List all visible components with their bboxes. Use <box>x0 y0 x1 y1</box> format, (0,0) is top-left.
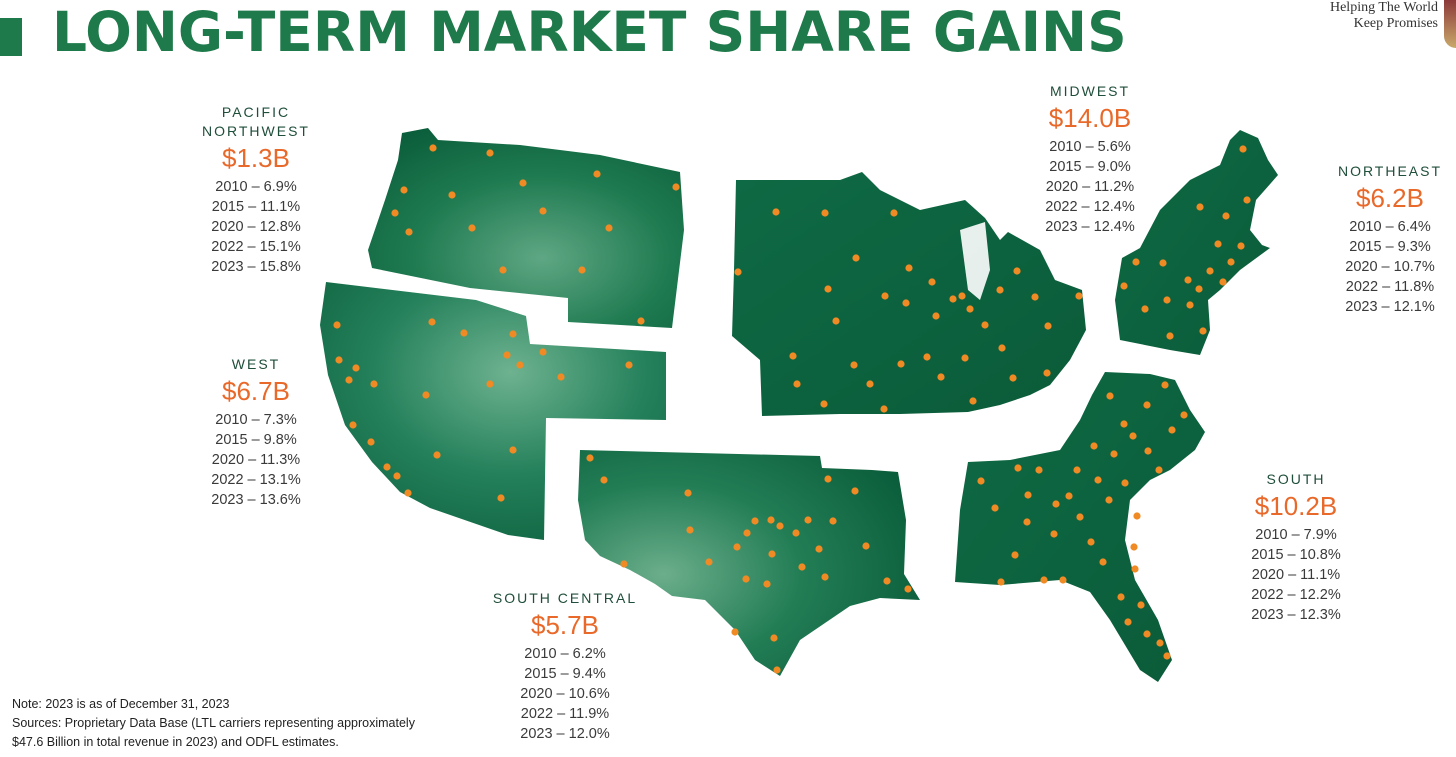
city-dots <box>333 144 1251 674</box>
region-share-row: 2020 – 11.3% <box>211 452 301 468</box>
page-title: LONG-TERM MARKET SHARE GAINS <box>52 0 1127 64</box>
company-logo <box>1444 0 1456 48</box>
region-northeast: NORTHEAST $6.2B 2010 – 6.4% 2015 – 9.3% … <box>1328 162 1452 317</box>
region-name-line: SOUTH CENTRAL <box>492 590 638 606</box>
region-share-row: 2020 – 12.8% <box>211 219 301 235</box>
south-central-shape <box>578 450 920 676</box>
west-shape <box>320 282 666 540</box>
company-tagline: Helping The World Keep Promises <box>1290 0 1438 32</box>
region-name-line: SOUTH <box>1266 471 1326 487</box>
midwest-shape <box>732 172 1086 416</box>
region-share-row: 2022 – 15.1% <box>211 239 301 255</box>
region-share-row: 2020 – 11.1% <box>1251 567 1341 583</box>
footnote-line-1: Note: 2023 is as of December 31, 2023 <box>12 697 230 711</box>
region-share-row: 2022 – 11.8% <box>1345 279 1435 295</box>
region-share-row: 2022 – 12.4% <box>1045 199 1135 215</box>
region-share-row: 2023 – 15.8% <box>211 259 301 275</box>
region-name-line: NORTHWEST <box>202 123 310 139</box>
region-share-row: 2020 – 10.7% <box>1345 259 1435 275</box>
region-pacific-northwest: PACIFIC NORTHWEST $1.3B 2010 – 6.9% 2015… <box>186 103 326 277</box>
footnote: Note: 2023 is as of December 31, 2023 So… <box>12 695 415 752</box>
region-share-row: 2015 – 10.8% <box>1251 547 1341 563</box>
region-name-line: PACIFIC <box>221 104 291 120</box>
region-share-row: 2015 – 11.1% <box>211 199 301 215</box>
tagline-line-2: Keep Promises <box>1353 16 1438 31</box>
region-revenue-value: $14.0B <box>1048 103 1132 133</box>
region-share-row: 2023 – 13.6% <box>211 492 301 508</box>
region-share-row: 2022 – 12.2% <box>1251 587 1341 603</box>
region-share-row: 2022 – 13.1% <box>211 472 301 488</box>
region-south: SOUTH $10.2B 2010 – 7.9% 2015 – 10.8% 20… <box>1226 470 1366 625</box>
region-share-row: 2010 – 7.9% <box>1255 527 1337 543</box>
region-share-row: 2010 – 6.9% <box>215 179 297 195</box>
region-share-row: 2023 – 12.4% <box>1045 219 1135 235</box>
region-name-line: NORTHEAST <box>1337 163 1443 179</box>
region-share-row: 2010 – 6.2% <box>524 646 606 662</box>
region-south-central: SOUTH CENTRAL $5.7B 2010 – 6.2% 2015 – 9… <box>490 589 640 744</box>
region-share-row: 2023 – 12.0% <box>520 726 610 742</box>
region-share-row: 2020 – 10.6% <box>520 686 610 702</box>
northeast-shape <box>1115 130 1278 355</box>
region-share-row: 2020 – 11.2% <box>1045 179 1135 195</box>
region-share-row: 2010 – 6.4% <box>1349 219 1431 235</box>
pacific-northwest-shape <box>368 128 684 328</box>
region-share-row: 2015 – 9.0% <box>1049 159 1131 175</box>
region-share-row: 2010 – 7.3% <box>215 412 297 428</box>
footnote-line-2: Sources: Proprietary Data Base (LTL carr… <box>12 716 415 730</box>
region-name-line: WEST <box>231 356 281 372</box>
region-revenue-value: $6.2B <box>1356 183 1424 213</box>
region-west: WEST $6.7B 2010 – 7.3% 2015 – 9.8% 2020 … <box>186 355 326 510</box>
footnote-line-3: $47.6 Billion in total revenue in 2023) … <box>12 735 339 749</box>
tagline-line-1: Helping The World <box>1329 0 1438 15</box>
region-share-row: 2015 – 9.3% <box>1349 239 1431 255</box>
region-revenue-value: $6.7B <box>222 376 290 406</box>
region-share-row: 2023 – 12.1% <box>1345 299 1435 315</box>
region-midwest: MIDWEST $14.0B 2010 – 5.6% 2015 – 9.0% 2… <box>1020 82 1160 237</box>
region-share-row: 2022 – 11.9% <box>520 706 610 722</box>
region-name-line: MIDWEST <box>1049 83 1131 99</box>
region-revenue-value: $5.7B <box>531 610 599 640</box>
south-shape <box>955 372 1205 682</box>
title-accent-bar <box>0 18 22 56</box>
region-share-row: 2023 – 12.3% <box>1251 607 1341 623</box>
region-share-row: 2015 – 9.4% <box>524 666 606 682</box>
region-revenue-value: $1.3B <box>222 143 290 173</box>
region-share-row: 2015 – 9.8% <box>215 432 297 448</box>
region-revenue-value: $10.2B <box>1254 491 1338 521</box>
region-share-row: 2010 – 5.6% <box>1049 139 1131 155</box>
